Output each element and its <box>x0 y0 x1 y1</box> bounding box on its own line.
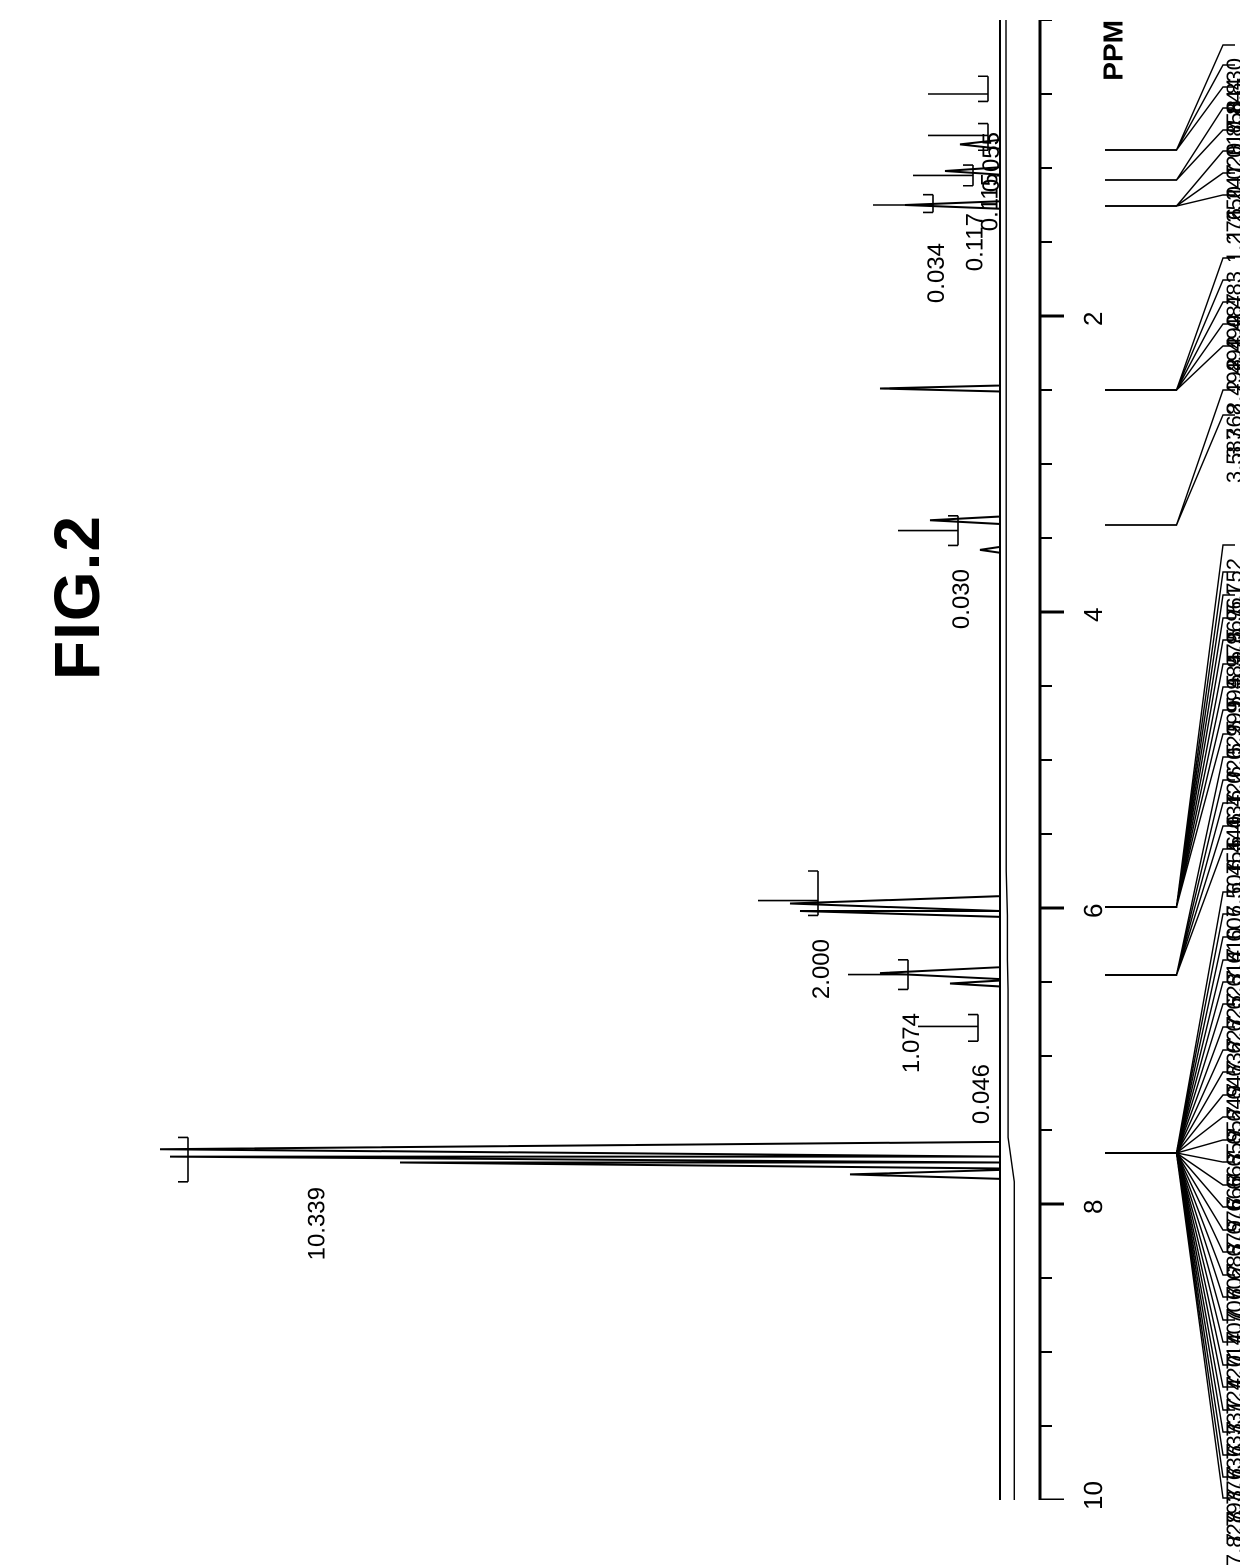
figure-title: FIG.2 <box>40 515 114 680</box>
peak-label: 7.828 <box>1222 1511 1240 1566</box>
integral-label: 0.030 <box>948 569 976 629</box>
integral-label: 0.117 <box>961 213 989 271</box>
integral-label: 10.339 <box>303 1187 331 1260</box>
integral-label: 1.074 <box>898 1013 926 1073</box>
nmr-spectrum <box>130 20 1020 1500</box>
integral-label: 0.046 <box>968 1064 996 1124</box>
integral-label: 2.000 <box>808 939 836 999</box>
ppm-axis: PPM 246810 <box>1030 20 1100 1500</box>
peak-label: 1.276 <box>1222 208 1240 263</box>
integral-label: 0.034 <box>923 243 951 303</box>
page: FIG.2 PPM 246810 0.8300.8440.8581.0171.0… <box>0 0 1240 1516</box>
peak-list-column: 0.8300.8440.8581.0171.0281.2471.2501.276… <box>1105 20 1235 1500</box>
peak-label: 3.587 <box>1222 428 1240 483</box>
